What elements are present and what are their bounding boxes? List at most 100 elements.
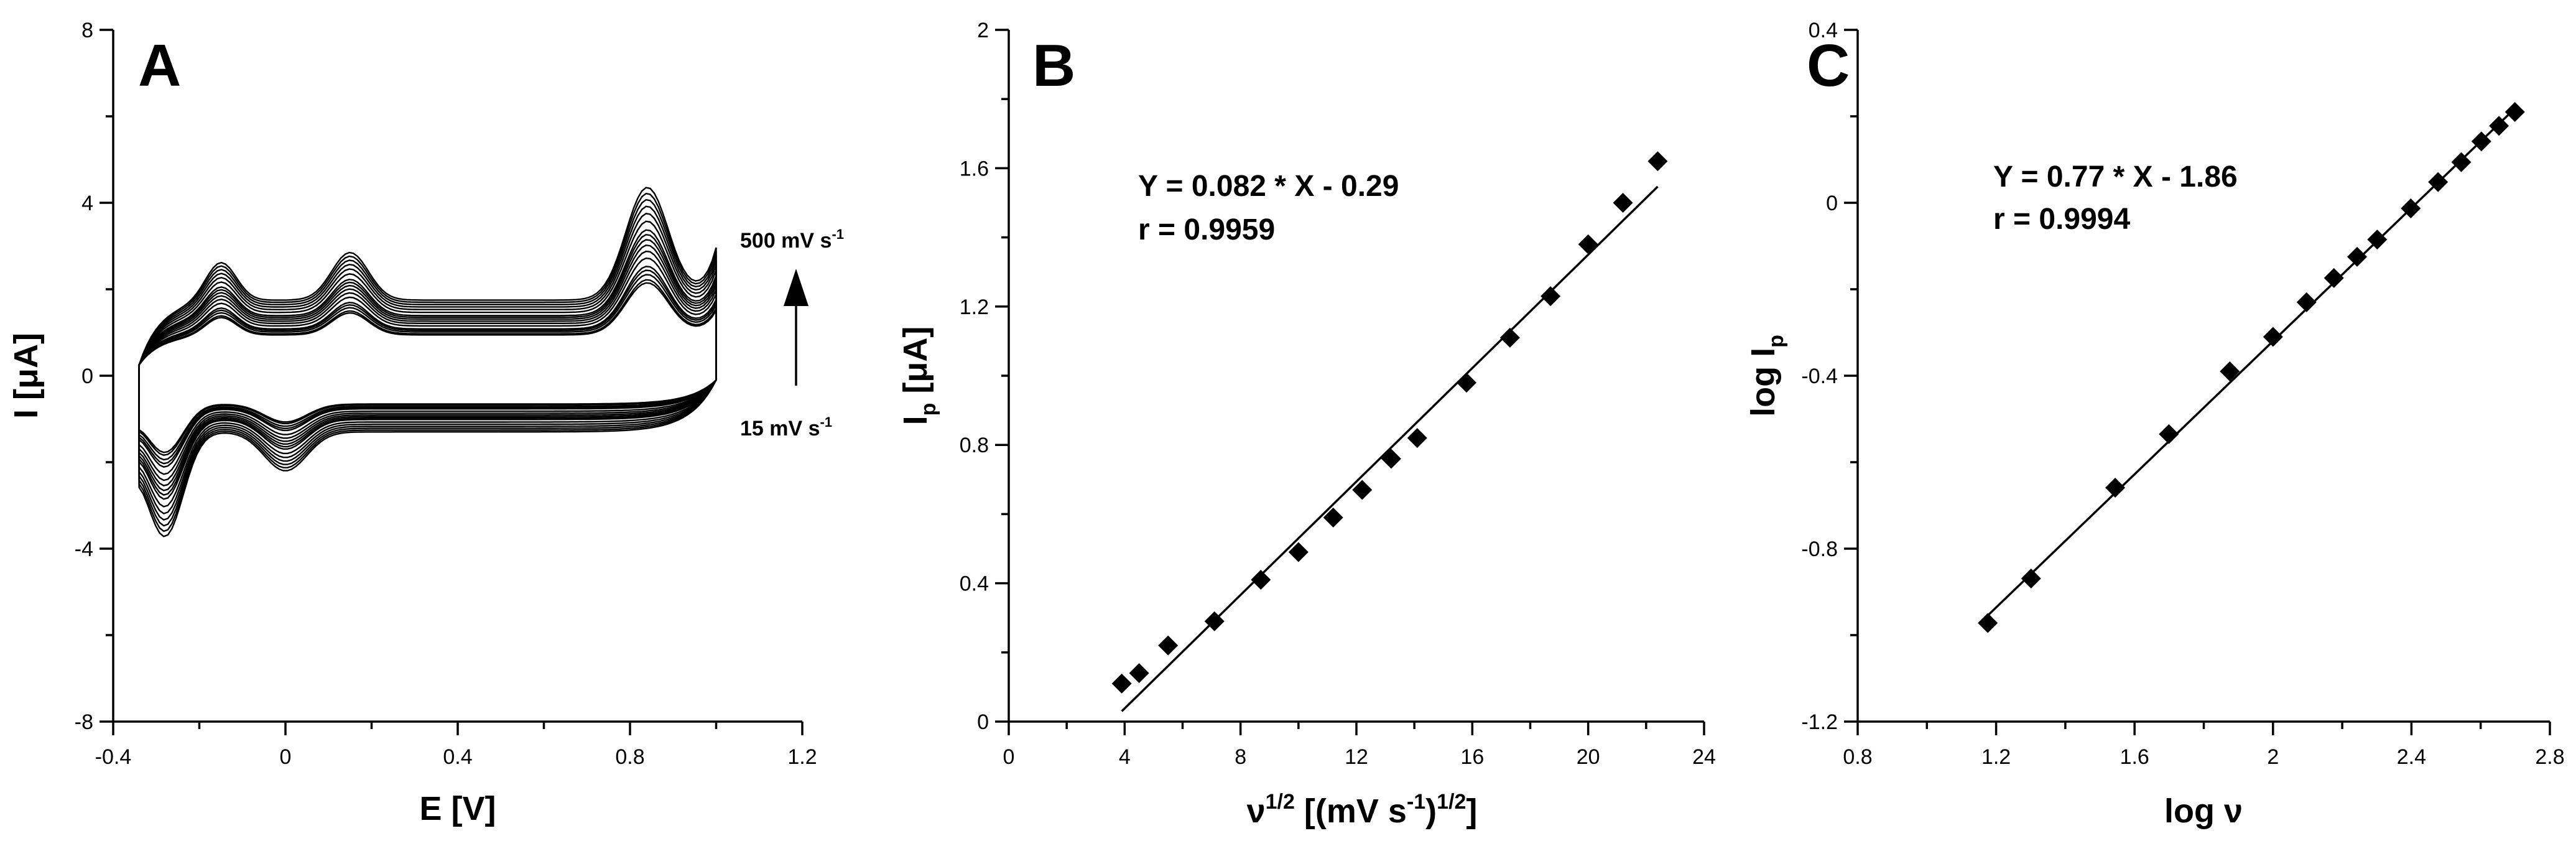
panel-c: C 0.8 1.2 1.6 2 2.4 2.8 -1.2 -0.8 -0.4 0 0.4 Y = 0… bbox=[1744, 19, 2565, 830]
panel-b-data-point bbox=[1647, 151, 1668, 172]
panel-b-y-tick-label: 1.2 bbox=[960, 295, 989, 319]
panel-c-x-tick-label: 1.2 bbox=[1981, 745, 2011, 769]
panel-b-y-tick-label: 2 bbox=[977, 19, 989, 42]
panel-c-x-tick-label: 0.8 bbox=[1843, 745, 1872, 769]
panel-b-x-part-4: ] bbox=[1466, 793, 1477, 830]
panel-c-y-axis-title: log Ip bbox=[1744, 335, 1788, 417]
panel-b-y-tick-label: 0.4 bbox=[960, 572, 989, 596]
panel-b-data-point bbox=[1407, 428, 1427, 449]
panel-b-data-point bbox=[1499, 327, 1520, 348]
panel-a-x-tick-label: 0.8 bbox=[615, 745, 644, 769]
scan-rate-low-label: 15 mV s-1 bbox=[740, 414, 832, 440]
panel-b-regression-line bbox=[1121, 185, 1659, 712]
panel-b-data-point bbox=[1158, 635, 1179, 656]
panel-a-x-tick-label: -0.4 bbox=[95, 745, 132, 769]
panel-b-x-exp-2: -1 bbox=[1407, 790, 1425, 814]
panel-b: B 0 4 8 12 16 20 24 0 0.4 0.8 1.2 1.6 2 Y = 0.082 * … bbox=[897, 19, 1716, 830]
panel-a-y-tick-label: 0 bbox=[81, 365, 93, 388]
panel-b-x-tick-label: 24 bbox=[1692, 745, 1716, 769]
panel-a-y-tick-label: 4 bbox=[81, 192, 93, 215]
panel-c-equation: Y = 0.77 * X - 1.86 bbox=[1993, 160, 2238, 193]
panel-b-data-point bbox=[1381, 449, 1401, 469]
panel-b-x-part-2: [(mV s bbox=[1295, 793, 1407, 830]
panel-c-data-point bbox=[1978, 613, 1998, 633]
panel-b-y-tick-label: 0 bbox=[977, 710, 989, 734]
panel-b-x-tick-label: 16 bbox=[1460, 745, 1484, 769]
panel-c-data-point bbox=[2105, 478, 2126, 498]
panel-a-y-tick-label: 8 bbox=[81, 19, 93, 42]
panel-c-x-tick-label: 1.6 bbox=[2120, 745, 2149, 769]
cv-curve bbox=[138, 244, 717, 486]
panel-a-x-tick-label: 0 bbox=[280, 745, 292, 769]
scan-rate-high-label: 500 mV s-1 bbox=[740, 226, 844, 253]
panel-a-x-tick-label: 1.2 bbox=[787, 745, 817, 769]
panel-c-x-tick-label: 2.4 bbox=[2397, 745, 2426, 769]
panel-letter-c: C bbox=[1807, 32, 1850, 99]
panel-c-x-tick-label: 2 bbox=[2267, 745, 2279, 769]
panel-b-x-tick-label: 8 bbox=[1235, 745, 1246, 769]
panel-c-data-point bbox=[2296, 292, 2317, 312]
panel-c-r-value: r = 0.9994 bbox=[1993, 203, 2131, 236]
panel-letter-a: A bbox=[138, 32, 181, 99]
panel-b-y-axis-title: Ip [μA] bbox=[897, 327, 940, 425]
panel-b-data-point bbox=[1352, 480, 1373, 500]
panel-c-data-point bbox=[2263, 327, 2283, 347]
panel-b-y-unit: [μA] bbox=[897, 327, 934, 403]
panel-b-y-tick-label: 1.6 bbox=[960, 157, 989, 180]
panel-c-data-point bbox=[2159, 424, 2179, 444]
panel-c-y-tick-label: -0.4 bbox=[1801, 365, 1838, 388]
panel-c-y-tick-label: -0.8 bbox=[1801, 537, 1838, 561]
panel-b-equation: Y = 0.082 * X - 0.29 bbox=[1138, 170, 1399, 203]
panel-b-data-point bbox=[1204, 611, 1225, 631]
panel-b-data-point bbox=[1323, 507, 1343, 528]
panel-c-x-tick-label: 2.8 bbox=[2535, 745, 2564, 769]
panel-a-y-tick-label: -8 bbox=[75, 710, 93, 734]
panel-a: A -0.4 0 0.4 0.8 1.2 -8 -4 0 4 8 E [V] I [μA] 500… bbox=[7, 19, 844, 827]
panel-b-x-part-3: ) bbox=[1425, 793, 1437, 830]
panel-b-points bbox=[1111, 151, 1668, 694]
panel-b-x-tick-label: 20 bbox=[1577, 745, 1600, 769]
panel-c-data-point bbox=[2489, 116, 2509, 136]
panel-b-x-tick-label: 4 bbox=[1119, 745, 1131, 769]
panel-b-r-value: r = 0.9959 bbox=[1138, 213, 1275, 246]
panel-a-y-tick-label: -4 bbox=[75, 537, 93, 561]
cv-curve bbox=[138, 192, 717, 532]
panel-b-x-tick-label: 12 bbox=[1345, 745, 1368, 769]
panel-b-data-point bbox=[1251, 570, 1271, 590]
panel-b-y-tick-label: 0.8 bbox=[960, 434, 989, 457]
panel-b-x-axis-title: ν1/2 [(mV s-1)1/2] bbox=[1247, 790, 1478, 830]
panel-b-data-point bbox=[1578, 234, 1598, 254]
panel-b-data-point bbox=[1111, 673, 1132, 694]
panel-b-data-point bbox=[1457, 373, 1477, 393]
panel-c-y-tick-label: -1.2 bbox=[1801, 710, 1838, 734]
panel-b-data-point bbox=[1129, 663, 1149, 684]
panel-c-data-point bbox=[2471, 131, 2491, 152]
cv-curve bbox=[138, 187, 717, 537]
panel-c-x-axis-title: log ν bbox=[2164, 793, 2243, 830]
panel-b-y-subscript: p bbox=[917, 403, 940, 416]
panel-a-ticks: -0.4 0 0.4 0.8 1.2 -8 -4 0 4 8 bbox=[75, 19, 817, 769]
scan-rate-high-superscript: -1 bbox=[832, 226, 844, 242]
panel-c-y-subscript: p bbox=[1764, 335, 1788, 348]
panel-c-data-point bbox=[2367, 230, 2388, 250]
panel-b-fit-line bbox=[1121, 185, 1659, 712]
panel-c-data-point bbox=[2021, 568, 2041, 588]
panel-c-regression-line bbox=[1987, 108, 2516, 616]
scan-rate-arrowhead bbox=[784, 269, 808, 306]
panel-a-x-tick-label: 0.4 bbox=[443, 745, 472, 769]
panel-c-points bbox=[1978, 102, 2525, 633]
panel-c-y-tick-label: 0.4 bbox=[1809, 19, 1838, 42]
panel-c-ticks: 0.8 1.2 1.6 2 2.4 2.8 -1.2 -0.8 -0.4 0 0.4 bbox=[1801, 19, 2564, 769]
panel-b-x-tick-label: 0 bbox=[1003, 745, 1015, 769]
panel-c-data-point bbox=[2323, 267, 2344, 288]
panel-a-y-axis-title: I [μA] bbox=[7, 333, 45, 419]
scan-rate-low-superscript: -1 bbox=[820, 414, 833, 430]
panel-c-data-point bbox=[2504, 102, 2525, 123]
panel-b-data-point bbox=[1541, 286, 1561, 307]
panel-c-fit-line bbox=[1987, 108, 2516, 616]
panel-b-ticks: 0 4 8 12 16 20 24 0 0.4 0.8 1.2 1.6 2 bbox=[960, 19, 1716, 769]
panel-a-cv-curves bbox=[138, 187, 717, 537]
panel-b-data-point bbox=[1613, 193, 1633, 213]
panel-a-x-axis-title: E [V] bbox=[419, 790, 496, 827]
